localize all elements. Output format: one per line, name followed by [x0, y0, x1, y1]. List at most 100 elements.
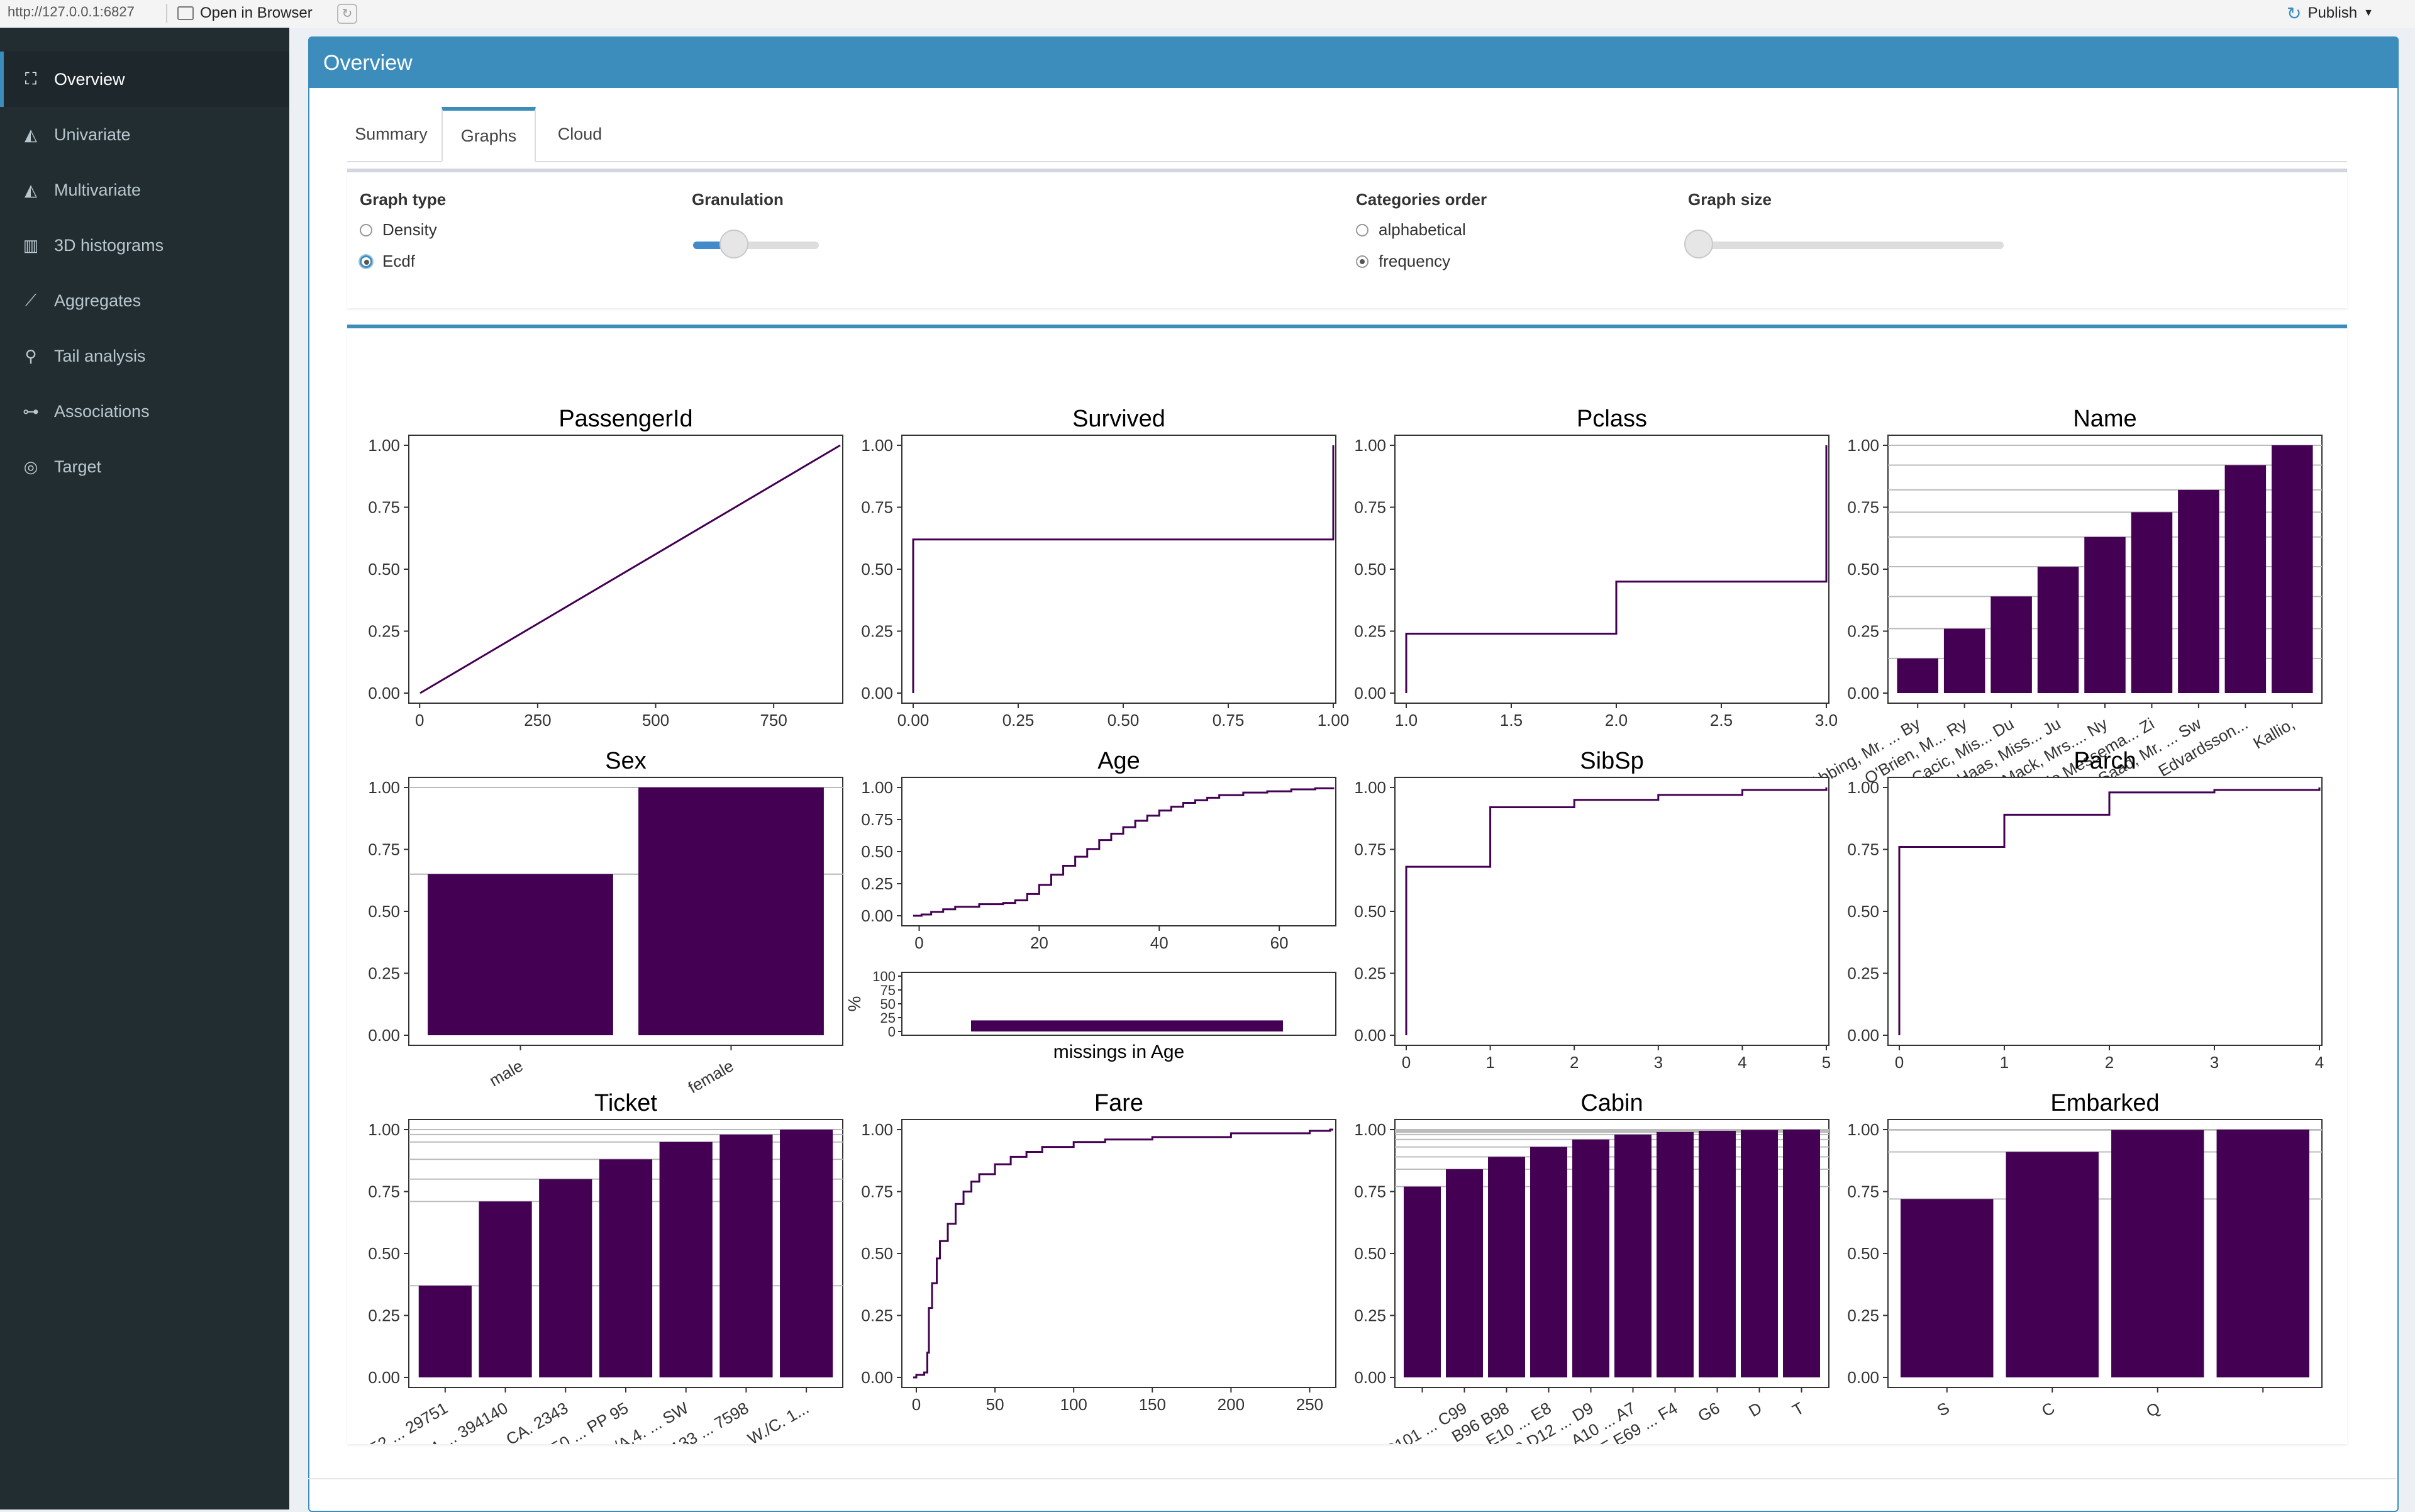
bar [1901, 1199, 1994, 1377]
x-tick-label: 750 [760, 711, 787, 730]
missing-bar [971, 1020, 1283, 1031]
radio-ecdf[interactable]: Ecdf [358, 252, 415, 271]
y-tick-label: 0.00 [1847, 684, 1879, 703]
x-tick-label: 3.0 [1815, 711, 1838, 730]
ecdf-line [913, 787, 1335, 917]
x-tick-label: 1.00 [1318, 711, 1350, 730]
y-tick-label: 0.50 [1354, 902, 1386, 921]
chart-title: PassengerId [558, 406, 692, 432]
sidebar-item-multivariate[interactable]: ◭ Multivariate [0, 162, 289, 218]
x-tick-label: 40 [1150, 933, 1169, 952]
y-tick-label: 0.00 [861, 906, 893, 925]
y-tick-label: 0.25 [368, 1306, 400, 1325]
tab-bar: Summary Graphs Cloud [347, 107, 2347, 162]
radio-alphabetical[interactable]: alphabetical [1356, 220, 1466, 240]
graph-type-label: Graph type [360, 190, 447, 209]
y-tick-label: 0.50 [368, 902, 400, 921]
x-tick-label: 2.0 [1605, 711, 1628, 730]
sidebar-item-aggregates[interactable]: ⟋ Aggregates [0, 273, 289, 328]
tab-summary[interactable]: Summary [355, 124, 428, 143]
y-tick-label: 1.00 [368, 778, 400, 797]
radio-circle-selected [1356, 255, 1368, 268]
y-tick-label: 0.00 [861, 684, 893, 703]
y-tick-label: 0.25 [1847, 1306, 1879, 1325]
url-text[interactable]: http://127.0.0.1:6827 [8, 4, 135, 19]
tab-cloud[interactable]: Cloud [557, 124, 602, 143]
y-tick-label: 0.25 [1354, 964, 1386, 983]
y-tick-label: 0.50 [1354, 560, 1386, 579]
x-tick-label: S [1934, 1398, 1953, 1420]
sidebar-item-overview[interactable]: ⛶ Overview [0, 52, 293, 107]
sidebar-item-univariate[interactable]: ◭ Univariate [0, 107, 289, 162]
x-tick-label: 0.25 [1002, 711, 1035, 730]
y-tick-label: 0.25 [861, 1306, 893, 1325]
radio-density[interactable]: Density [360, 220, 437, 240]
plot-frame [901, 1119, 1336, 1388]
y-tick-label: 0.50 [1847, 560, 1879, 579]
graph-controls-panel: Graph type Density Ecdf Granulation Cate… [347, 169, 2347, 308]
x-tick-label: 5 [1822, 1053, 1831, 1072]
chart-fare: Fare 0.00 0.25 0.50 0.75 1.00 0 50 100 150 200 250 [861, 1090, 1336, 1414]
sitemap-icon: ⊶ [23, 401, 39, 421]
y-tick-label: 0.50 [861, 842, 893, 861]
x-tick-label: 0 [914, 933, 923, 952]
x-tick-label: T [1789, 1398, 1807, 1420]
graph-size-slider-handle[interactable] [1684, 230, 1713, 258]
x-tick-label: 250 [1296, 1395, 1323, 1414]
y-tick-label: 0.75 [1847, 1182, 1879, 1201]
overview-box: Overview Summary Graphs Cloud Graph type… [308, 36, 2399, 1512]
granulation-slider[interactable] [693, 230, 819, 258]
x-tick-label: 0 [1895, 1053, 1904, 1072]
y-tick-label: 0.75 [1354, 498, 1386, 517]
radio-frequency-label: frequency [1379, 252, 1451, 270]
bar [479, 1201, 532, 1377]
bar [1657, 1131, 1694, 1377]
y-tick-label: 0.00 [1354, 1026, 1386, 1045]
plot-frame [1394, 435, 1829, 704]
y-tick-label: 1.00 [368, 436, 400, 455]
radio-frequency[interactable]: frequency [1356, 252, 1450, 271]
graphs-panel: PassengerId 0.00 0.25 0.50 0.75 1.00 0 250 500 75… [336, 325, 2347, 1487]
x-tick-label: 4 [1738, 1053, 1746, 1072]
bar [1446, 1169, 1483, 1377]
x-tick-label: 1.5 [1500, 711, 1523, 730]
bar [2216, 1130, 2309, 1377]
sidebar-item-3d-histograms[interactable]: ▥ 3D histograms [0, 218, 289, 273]
publish-label: Publish [2307, 4, 2358, 21]
y-tick-label: 0.25 [1847, 622, 1879, 641]
radio-alphabetical-label: alphabetical [1379, 220, 1466, 239]
chart-embarked: Embarked 0.00 0.25 0.50 0.75 1.00 S C Q [1847, 1090, 2323, 1421]
ecdf-line [1898, 787, 2321, 1035]
chart-title: SibSp [1580, 748, 1643, 774]
y-tick-label: 0.00 [368, 684, 400, 703]
bar [2037, 567, 2079, 693]
bar [1990, 596, 2032, 693]
sidebar-item-associations[interactable]: ⊶ Associations [0, 384, 289, 439]
refresh-icon[interactable]: ↻ [337, 4, 357, 24]
x-tick-label: 1 [1485, 1053, 1494, 1072]
bar [1699, 1130, 1736, 1377]
x-tick-label: 1 [2000, 1053, 2009, 1072]
y-tick-label: 1.00 [861, 1120, 893, 1139]
publish-button[interactable]: ↻ Publish ▼ [2287, 3, 2373, 24]
open-in-browser-button[interactable]: Open in Browser [177, 3, 313, 24]
x-tick-label: Q [2143, 1398, 2163, 1421]
y-tick-label: 0.25 [368, 964, 400, 983]
y-tick-label: 0.00 [1847, 1026, 1879, 1045]
y-tick-label: 0.75 [1847, 498, 1879, 517]
granulation-slider-handle[interactable] [719, 230, 748, 258]
y-tick-label: 0.00 [368, 1368, 400, 1387]
y-tick-label: 0.00 [1354, 684, 1386, 703]
plot-frame [408, 435, 843, 704]
graph-size-slider[interactable] [1684, 230, 2004, 258]
sidebar-item-target[interactable]: ◎ Target [0, 439, 289, 494]
x-tick-label: 2 [1570, 1053, 1579, 1072]
plot-frame [1887, 777, 2323, 1046]
plot-frame [901, 777, 1336, 926]
tab-graphs[interactable]: Graphs [441, 107, 536, 162]
y-tick-label: 0.25 [1354, 622, 1386, 641]
y-tick-label: 0.50 [368, 1244, 400, 1263]
sidebar-item-tail-analysis[interactable]: ⚲ Tail analysis [0, 328, 289, 384]
bar [2111, 1130, 2204, 1377]
